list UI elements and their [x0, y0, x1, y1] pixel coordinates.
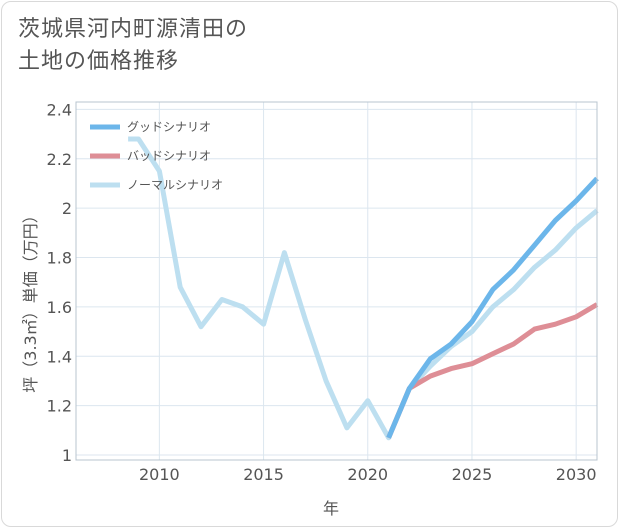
chart-title-line-2: 土地の価格推移: [18, 49, 180, 74]
chart-title-line-1: 茨城県河内町源清田の: [18, 17, 249, 42]
plot-frame: [75, 101, 598, 461]
series-line-2: [128, 136, 599, 441]
grid-lines: [76, 102, 597, 460]
y-axis-title: 坪（3.3㎡）単価（万円）: [21, 207, 40, 392]
legend-item[interactable]: グッドシナリオ: [90, 120, 211, 134]
chart-title: 茨城県河内町源清田の 土地の価格推移: [18, 14, 248, 78]
series-lines: [128, 136, 599, 441]
x-tick-label: 2030: [556, 465, 597, 484]
y-tick-label: 1.6: [47, 298, 72, 317]
x-tick-label: 2010: [139, 465, 180, 484]
y-tick-label: 2.2: [47, 150, 72, 169]
x-axis-ticks: 2010 2015 2020 2025 2030: [139, 465, 597, 484]
y-tick-label: 1.8: [47, 249, 72, 268]
plot-border: [75, 101, 598, 461]
series-line-0: [386, 176, 599, 439]
y-tick-label: 2.4: [47, 100, 72, 119]
x-tick-label: 2020: [347, 465, 388, 484]
legend-label: バッドシナリオ: [127, 149, 211, 163]
y-tick-label: 1.4: [47, 347, 72, 366]
legend-label: ノーマルシナリオ: [127, 178, 223, 192]
y-axis-ticks: 1 1.2 1.4 1.6 1.8 2 2.2 2.4: [47, 100, 72, 465]
legend-item[interactable]: ノーマルシナリオ: [90, 178, 223, 192]
y-tick-label: 2: [62, 199, 72, 218]
legend-item[interactable]: バッドシナリオ: [90, 149, 211, 163]
x-tick-label: 2025: [452, 465, 493, 484]
y-tick-label: 1.2: [47, 397, 72, 416]
legend-label: グッドシナリオ: [127, 120, 211, 134]
x-axis-title: 年: [323, 499, 339, 518]
series-line-1: [386, 302, 599, 439]
x-tick-label: 2015: [243, 465, 284, 484]
y-tick-label: 1: [62, 446, 72, 465]
